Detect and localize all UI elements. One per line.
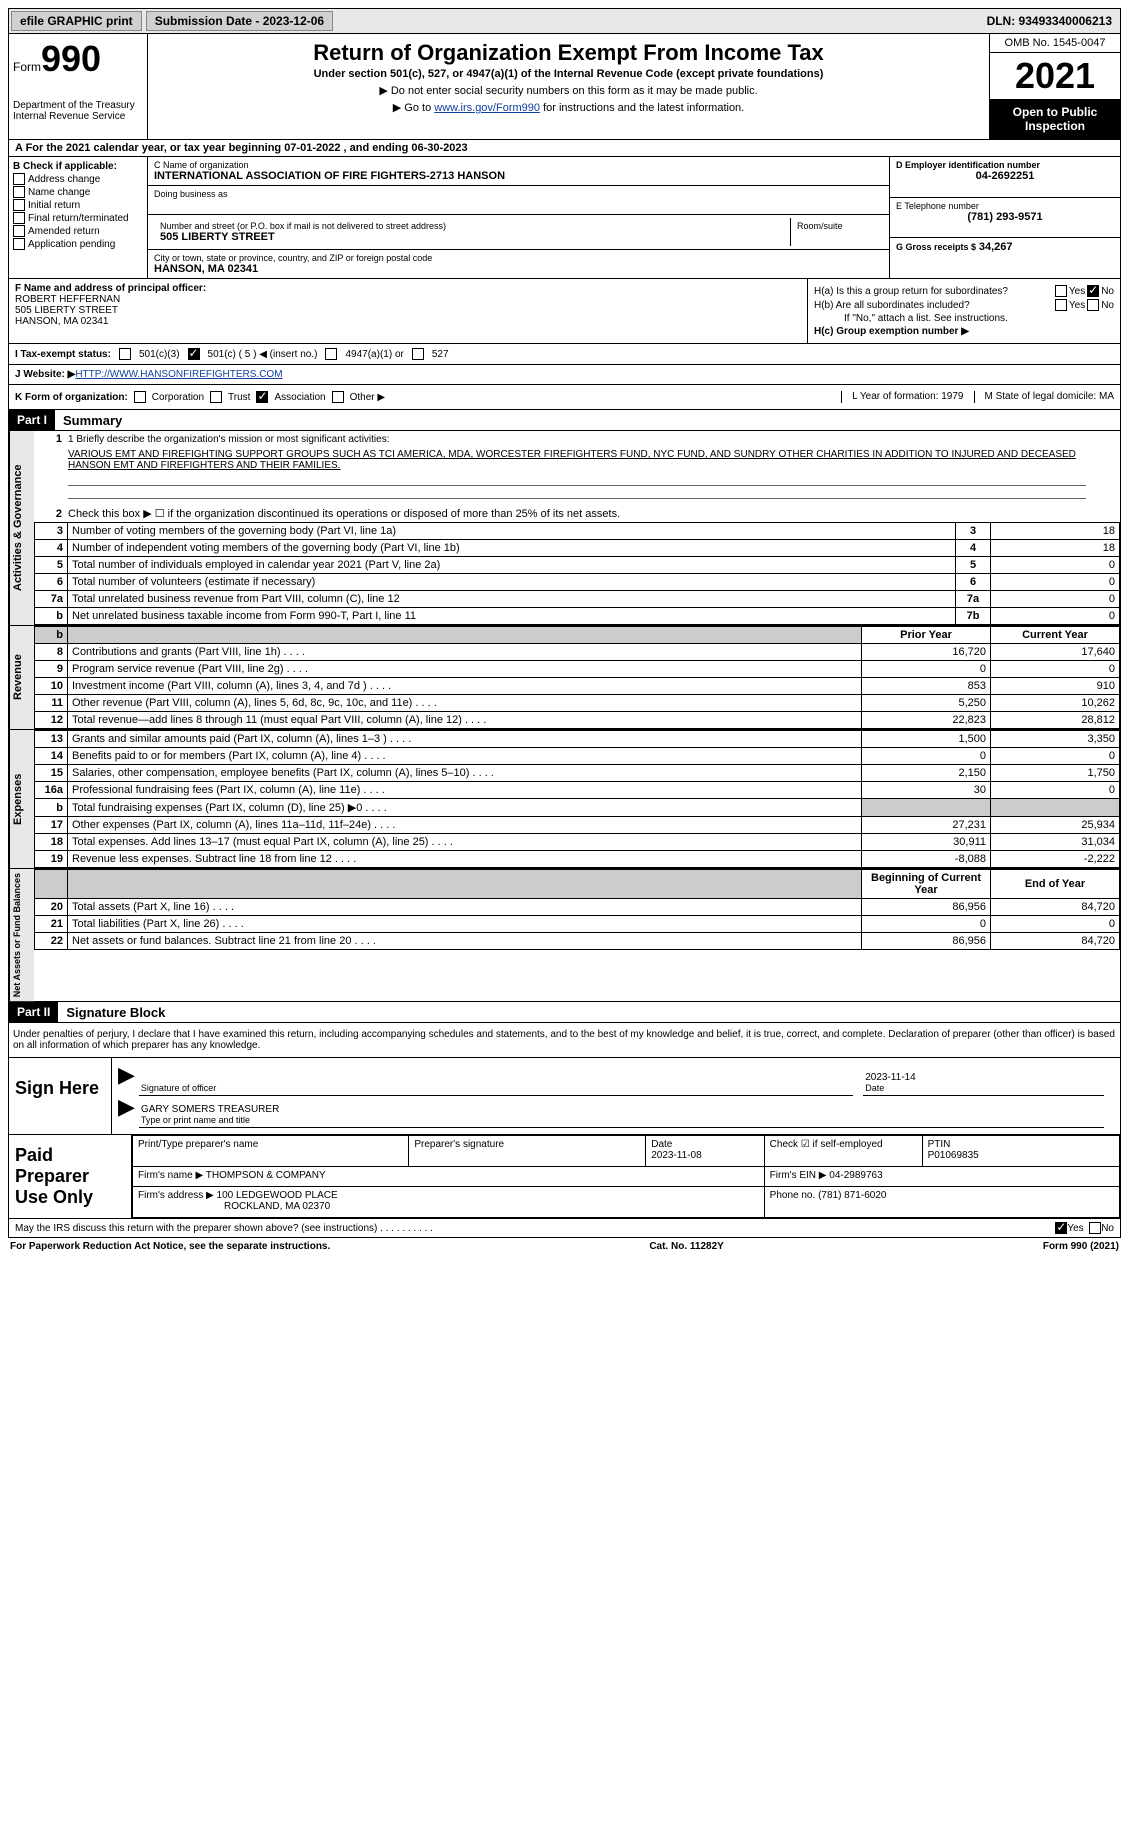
net-assets-table: Beginning of Current YearEnd of Year 20T… bbox=[34, 869, 1120, 950]
mission-text: VARIOUS EMT AND FIREFIGHTING SUPPORT GRO… bbox=[34, 447, 1120, 473]
row-i-tax-status: I Tax-exempt status: 501(c)(3) 501(c) ( … bbox=[8, 344, 1121, 365]
cb-discuss-no[interactable] bbox=[1089, 1222, 1101, 1234]
revenue-table: bPrior YearCurrent Year 8Contributions a… bbox=[34, 626, 1120, 729]
ein: 04-2692251 bbox=[896, 170, 1114, 182]
cb-amended-return[interactable] bbox=[13, 225, 25, 237]
state-domicile: M State of legal domicile: MA bbox=[974, 391, 1115, 403]
row-klm: K Form of organization: Corporation Trus… bbox=[8, 385, 1121, 410]
cb-hb-yes[interactable] bbox=[1055, 299, 1067, 311]
vtab-governance: Activities & Governance bbox=[9, 431, 34, 625]
section-revenue: Revenue bPrior YearCurrent Year 8Contrib… bbox=[8, 626, 1121, 730]
form-subtitle: Under section 501(c), 527, or 4947(a)(1)… bbox=[154, 68, 983, 80]
sign-date: 2023-11-14 bbox=[865, 1072, 1102, 1083]
section-net-assets: Net Assets or Fund Balances Beginning of… bbox=[8, 869, 1121, 1002]
cb-501c3[interactable] bbox=[119, 348, 131, 360]
sign-block: Sign Here ▶ Signature of officer 2023-11… bbox=[8, 1058, 1121, 1135]
vtab-expenses: Expenses bbox=[9, 730, 34, 868]
expenses-table: 13Grants and similar amounts paid (Part … bbox=[34, 730, 1120, 868]
firm-addr1: 100 LEDGEWOOD PLACE bbox=[217, 1190, 338, 1201]
preparer-block: Paid Preparer Use Only Print/Type prepar… bbox=[8, 1135, 1121, 1219]
org-street: 505 LIBERTY STREET bbox=[160, 231, 784, 243]
firm-name: THOMPSON & COMPANY bbox=[206, 1170, 326, 1181]
topbar: efile GRAPHIC print Submission Date - 20… bbox=[8, 8, 1121, 34]
submission-date-button[interactable]: Submission Date - 2023-12-06 bbox=[146, 11, 333, 31]
col-h-group: H(a) Is this a group return for subordin… bbox=[808, 279, 1120, 343]
row-a-tax-year: A For the 2021 calendar year, or tax yea… bbox=[8, 140, 1121, 157]
gross-receipts: 34,267 bbox=[979, 241, 1013, 253]
cb-527[interactable] bbox=[412, 348, 424, 360]
irs-link[interactable]: www.irs.gov/Form990 bbox=[434, 102, 540, 114]
cb-corp[interactable] bbox=[134, 391, 146, 403]
section-bcd: B Check if applicable: Address change Na… bbox=[8, 157, 1121, 279]
dln-label: DLN: 93493340006213 bbox=[979, 12, 1120, 30]
discuss-row: May the IRS discuss this return with the… bbox=[8, 1219, 1121, 1238]
org-name: INTERNATIONAL ASSOCIATION OF FIRE FIGHTE… bbox=[154, 170, 883, 182]
section-fh: F Name and address of principal officer:… bbox=[8, 279, 1121, 344]
cb-address-change[interactable] bbox=[13, 173, 25, 185]
year-formation: L Year of formation: 1979 bbox=[841, 391, 973, 403]
cb-ha-no[interactable] bbox=[1087, 285, 1099, 297]
row-j-website: J Website: ▶ HTTP://WWW.HANSONFIREFIGHTE… bbox=[8, 365, 1121, 385]
col-d-contact: D Employer identification number 04-2692… bbox=[889, 157, 1120, 278]
form-number: Form990 bbox=[13, 38, 143, 80]
vtab-net-assets: Net Assets or Fund Balances bbox=[9, 869, 34, 1001]
form-header: Form990 Department of the Treasury Inter… bbox=[8, 34, 1121, 140]
part2-header: Part II Signature Block bbox=[8, 1002, 1121, 1023]
dept-label: Department of the Treasury Internal Reve… bbox=[13, 100, 143, 122]
footer: For Paperwork Reduction Act Notice, see … bbox=[8, 1238, 1121, 1255]
cb-final-return[interactable] bbox=[13, 212, 25, 224]
officer-name: GARY SOMERS TREASURER bbox=[141, 1104, 1102, 1115]
cb-501c[interactable] bbox=[188, 348, 200, 360]
telephone: (781) 293-9571 bbox=[896, 211, 1114, 223]
col-c-org-info: C Name of organization INTERNATIONAL ASS… bbox=[148, 157, 889, 278]
cb-assoc[interactable] bbox=[256, 391, 268, 403]
cb-trust[interactable] bbox=[210, 391, 222, 403]
cb-application-pending[interactable] bbox=[13, 238, 25, 250]
cb-initial-return[interactable] bbox=[13, 199, 25, 211]
cb-discuss-yes[interactable] bbox=[1055, 1222, 1067, 1234]
cb-name-change[interactable] bbox=[13, 186, 25, 198]
cb-ha-yes[interactable] bbox=[1055, 285, 1067, 297]
website-link[interactable]: HTTP://WWW.HANSONFIREFIGHTERS.COM bbox=[75, 369, 282, 380]
ptin: P01069835 bbox=[928, 1150, 979, 1161]
part1-header: Part I Summary bbox=[8, 410, 1121, 431]
col-f-officer: F Name and address of principal officer:… bbox=[9, 279, 808, 343]
firm-ein: 04-2989763 bbox=[829, 1170, 882, 1181]
firm-phone: (781) 871-6020 bbox=[818, 1190, 886, 1201]
section-expenses: Expenses 13Grants and similar amounts pa… bbox=[8, 730, 1121, 869]
prep-date: 2023-11-08 bbox=[651, 1150, 701, 1161]
penalty-statement: Under penalties of perjury, I declare th… bbox=[8, 1023, 1121, 1058]
cb-other[interactable] bbox=[332, 391, 344, 403]
tax-year: 2021 bbox=[990, 53, 1120, 99]
omb-number: OMB No. 1545-0047 bbox=[990, 34, 1120, 53]
col-b-checkboxes: B Check if applicable: Address change Na… bbox=[9, 157, 148, 278]
efile-button[interactable]: efile GRAPHIC print bbox=[11, 11, 142, 31]
form-title: Return of Organization Exempt From Incom… bbox=[154, 40, 983, 66]
cb-hb-no[interactable] bbox=[1087, 299, 1099, 311]
goto-line: ▶ Go to www.irs.gov/Form990 for instruct… bbox=[154, 101, 983, 114]
vtab-revenue: Revenue bbox=[9, 626, 34, 729]
cb-4947[interactable] bbox=[325, 348, 337, 360]
org-city: HANSON, MA 02341 bbox=[154, 263, 883, 275]
ssn-warning: ▶ Do not enter social security numbers o… bbox=[154, 84, 983, 97]
open-to-public: Open to Public Inspection bbox=[990, 99, 1120, 139]
section-governance: Activities & Governance 11 Briefly descr… bbox=[8, 431, 1121, 626]
governance-table: 3Number of voting members of the governi… bbox=[34, 522, 1120, 625]
firm-addr2: ROCKLAND, MA 02370 bbox=[138, 1201, 330, 1212]
